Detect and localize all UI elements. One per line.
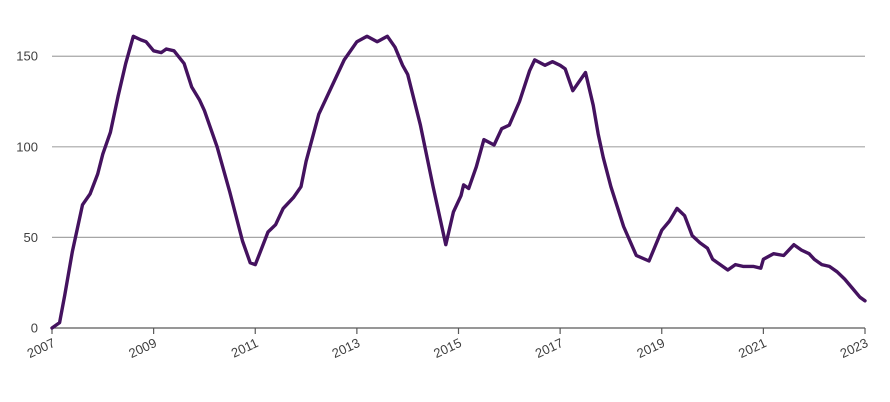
x-tick-label: 2015 — [431, 335, 464, 361]
y-tick-label: 100 — [16, 139, 38, 154]
x-tick-label: 2019 — [634, 335, 667, 361]
x-tick-label: 2011 — [229, 335, 261, 360]
x-tick-label: 2013 — [330, 335, 363, 361]
y-tick-label: 150 — [16, 49, 38, 64]
gridlines — [52, 55, 865, 239]
x-tick-label: 2009 — [126, 335, 159, 361]
y-tick-label: 50 — [24, 230, 38, 245]
series-line — [50, 34, 867, 330]
y-tick-label: 0 — [31, 321, 38, 336]
x-tick-label: 2021 — [736, 335, 769, 361]
x-tick-label: 2023 — [838, 335, 871, 361]
x-tick-label: 2007 — [25, 335, 58, 361]
axes — [51, 327, 866, 334]
series-layer — [50, 34, 867, 330]
tick-labels: 0 50 100 150 2007 2009 2011 2013 2015 2017 2019 202… — [16, 49, 870, 361]
x-tick-label: 2017 — [533, 335, 566, 361]
